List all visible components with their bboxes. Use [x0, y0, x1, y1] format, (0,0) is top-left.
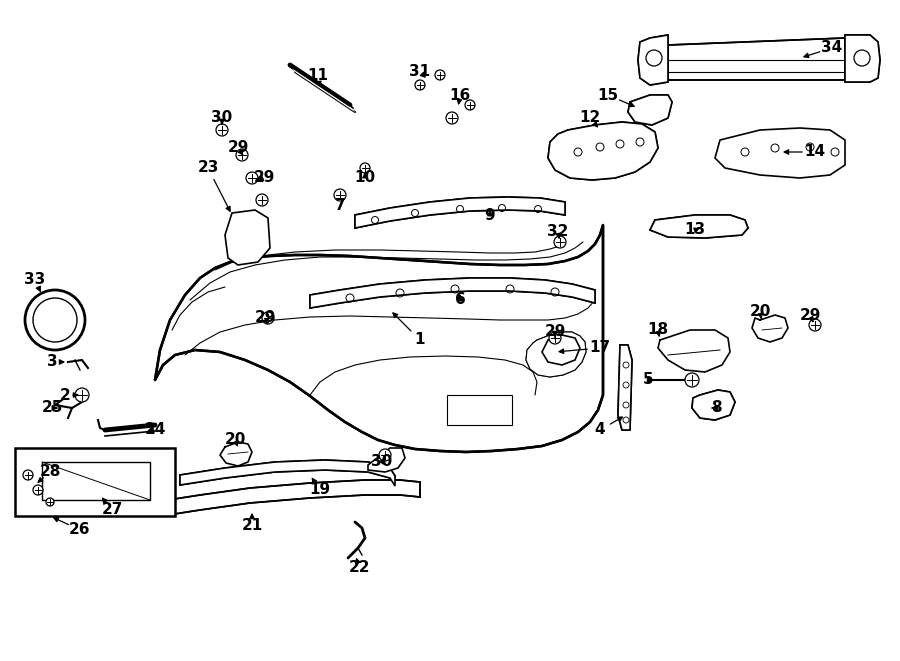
- Polygon shape: [650, 215, 748, 238]
- Polygon shape: [618, 345, 632, 430]
- Text: 9: 9: [485, 208, 495, 223]
- Circle shape: [256, 194, 268, 206]
- Polygon shape: [628, 95, 672, 125]
- Circle shape: [23, 470, 33, 480]
- Polygon shape: [225, 210, 270, 265]
- Circle shape: [33, 485, 43, 495]
- Text: 30: 30: [212, 110, 232, 126]
- Text: 20: 20: [750, 305, 770, 319]
- Circle shape: [236, 149, 248, 161]
- Polygon shape: [310, 278, 595, 308]
- Text: 14: 14: [805, 145, 825, 159]
- Text: 13: 13: [684, 223, 706, 237]
- Bar: [42, 462, 150, 500]
- Text: 30: 30: [372, 455, 392, 469]
- Text: 26: 26: [69, 522, 91, 537]
- Polygon shape: [668, 35, 870, 80]
- Text: 19: 19: [310, 483, 330, 498]
- Text: 17: 17: [590, 340, 610, 356]
- Circle shape: [554, 236, 566, 248]
- Text: 21: 21: [241, 518, 263, 533]
- Circle shape: [549, 332, 561, 344]
- Text: 33: 33: [24, 272, 46, 288]
- Polygon shape: [290, 65, 355, 112]
- Circle shape: [75, 388, 89, 402]
- Text: 8: 8: [711, 401, 721, 416]
- Circle shape: [379, 449, 391, 461]
- Circle shape: [46, 498, 54, 506]
- Text: 29: 29: [253, 171, 274, 186]
- Polygon shape: [542, 335, 580, 365]
- Polygon shape: [548, 122, 658, 180]
- Circle shape: [446, 112, 458, 124]
- Circle shape: [246, 172, 258, 184]
- Text: 1: 1: [415, 332, 425, 348]
- Circle shape: [334, 189, 346, 201]
- Polygon shape: [355, 197, 565, 228]
- Circle shape: [262, 312, 274, 324]
- Circle shape: [685, 373, 699, 387]
- Text: 28: 28: [40, 465, 60, 479]
- Text: 25: 25: [41, 401, 63, 416]
- Circle shape: [465, 100, 475, 110]
- Bar: [15, 448, 175, 516]
- Polygon shape: [526, 332, 586, 377]
- Text: 23: 23: [197, 161, 219, 176]
- Polygon shape: [368, 448, 405, 472]
- Polygon shape: [845, 35, 880, 82]
- Text: 5: 5: [643, 373, 653, 387]
- Text: 18: 18: [647, 323, 669, 338]
- Text: 32: 32: [547, 225, 569, 239]
- Circle shape: [415, 80, 425, 90]
- Circle shape: [809, 319, 821, 331]
- Text: 7: 7: [335, 198, 346, 212]
- Polygon shape: [155, 225, 603, 452]
- Circle shape: [216, 124, 228, 136]
- Text: 12: 12: [580, 110, 600, 126]
- Text: 15: 15: [598, 87, 618, 102]
- Text: 20: 20: [224, 432, 246, 447]
- Text: 11: 11: [308, 67, 328, 83]
- Text: 2: 2: [59, 387, 70, 403]
- Circle shape: [360, 163, 370, 173]
- Text: 4: 4: [595, 422, 606, 438]
- Circle shape: [435, 70, 445, 80]
- Text: 29: 29: [544, 325, 566, 340]
- Text: 29: 29: [255, 311, 275, 325]
- Bar: [447, 395, 512, 425]
- Polygon shape: [692, 390, 735, 420]
- Text: 27: 27: [102, 502, 122, 518]
- Polygon shape: [168, 480, 420, 515]
- Text: 34: 34: [822, 40, 842, 56]
- Polygon shape: [715, 128, 845, 178]
- Circle shape: [25, 290, 85, 350]
- Polygon shape: [180, 460, 395, 486]
- Text: 29: 29: [228, 141, 248, 155]
- Text: 16: 16: [449, 87, 471, 102]
- Text: 3: 3: [47, 354, 58, 369]
- Text: 24: 24: [144, 422, 166, 438]
- Text: 6: 6: [454, 293, 465, 307]
- Text: 10: 10: [355, 171, 375, 186]
- Polygon shape: [638, 35, 668, 85]
- Text: 31: 31: [410, 65, 430, 79]
- Text: 22: 22: [349, 561, 371, 576]
- Text: 29: 29: [799, 309, 821, 323]
